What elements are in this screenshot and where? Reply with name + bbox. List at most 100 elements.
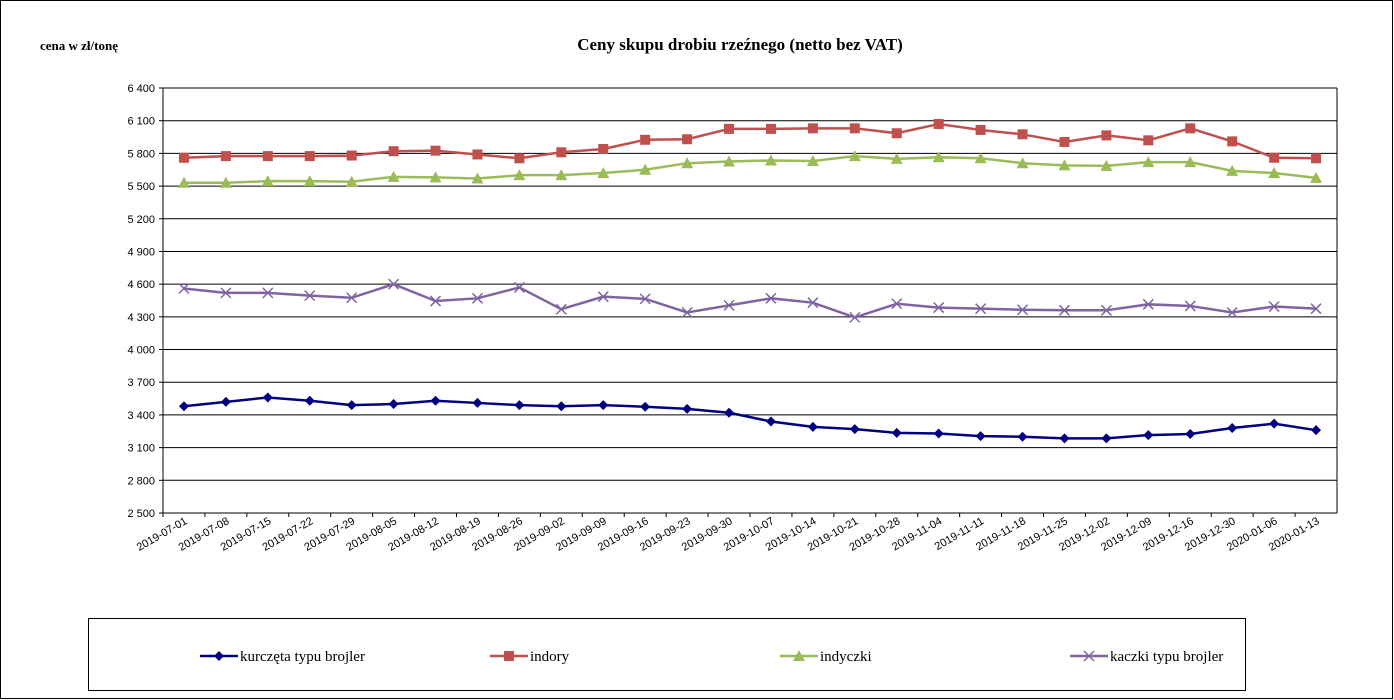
point [178, 401, 189, 412]
y-tick-label: 4 300 [127, 312, 155, 324]
series-line [183, 154, 1317, 185]
point [1142, 298, 1154, 310]
point [1143, 135, 1154, 146]
point [1016, 157, 1029, 169]
point [430, 295, 442, 307]
point [1058, 159, 1071, 171]
legend-label: indory [530, 649, 570, 665]
point [430, 395, 441, 406]
point [597, 291, 609, 303]
point [1100, 159, 1113, 171]
point [849, 424, 860, 435]
y-tick-label: 5 500 [127, 181, 155, 193]
point [974, 152, 987, 164]
point [639, 293, 651, 305]
y-tick-label: 4 000 [127, 345, 155, 357]
point [513, 169, 526, 181]
point [681, 306, 693, 319]
point [765, 416, 776, 427]
point [304, 151, 315, 162]
point [1185, 123, 1196, 134]
point [504, 651, 514, 661]
point [1058, 304, 1070, 316]
legend-label: kurczęta typu brojler [240, 649, 365, 665]
point [430, 145, 441, 156]
point [1269, 152, 1280, 163]
point [304, 290, 316, 302]
point [598, 144, 609, 155]
point [1310, 303, 1322, 315]
point [555, 169, 568, 181]
point [388, 399, 399, 410]
point [723, 299, 735, 311]
point [388, 146, 399, 157]
legend-label: kaczki typu brojler [1110, 649, 1223, 665]
point [975, 124, 986, 135]
point [387, 170, 400, 182]
point [640, 401, 651, 412]
point [724, 123, 735, 134]
y-axis-label: cena w zł/tonę [40, 38, 118, 53]
point [1143, 430, 1154, 441]
point [1268, 300, 1280, 313]
point [514, 153, 525, 164]
point [514, 400, 525, 411]
point [556, 401, 567, 412]
point [933, 302, 945, 314]
point [261, 175, 274, 187]
point [932, 151, 945, 163]
point [1083, 650, 1095, 662]
point [1142, 156, 1155, 168]
point [1227, 423, 1238, 433]
point [724, 407, 735, 418]
point [640, 134, 651, 145]
series-line [183, 282, 1317, 319]
point [472, 397, 483, 408]
point [303, 175, 316, 187]
point [1269, 418, 1280, 429]
point [793, 650, 805, 661]
chart-title: Ceny skupu drobiu rzeźnego (netto bez VA… [577, 35, 903, 54]
point [513, 281, 525, 293]
point [177, 176, 190, 188]
y-tick-label: 4 900 [127, 246, 155, 258]
point [598, 400, 609, 411]
point [1311, 153, 1322, 164]
point [1059, 433, 1070, 444]
point [597, 167, 610, 178]
point [1227, 136, 1238, 147]
point [472, 149, 483, 160]
y-tick-label: 3 100 [127, 443, 155, 455]
point [1101, 433, 1112, 444]
point [1184, 156, 1197, 168]
point [765, 123, 776, 134]
point [219, 176, 232, 188]
point [346, 292, 358, 304]
point [178, 282, 190, 295]
point [429, 171, 442, 183]
point [682, 134, 693, 145]
point [849, 311, 861, 323]
point [1017, 129, 1028, 140]
point [555, 303, 567, 315]
point [1226, 164, 1239, 176]
point [1059, 136, 1070, 147]
y-tick-label: 2 800 [127, 475, 155, 487]
point [220, 287, 232, 299]
point [891, 427, 902, 438]
point [975, 431, 986, 442]
point [304, 395, 315, 406]
point [1184, 300, 1196, 312]
point [214, 651, 224, 661]
point [262, 287, 274, 299]
y-tick-label: 5 800 [127, 148, 155, 160]
point [891, 128, 902, 139]
point [807, 123, 818, 134]
point [1017, 431, 1028, 442]
point [765, 292, 777, 304]
point [807, 297, 819, 309]
legend-box [88, 618, 1246, 691]
point [262, 151, 273, 162]
point [1311, 425, 1322, 436]
